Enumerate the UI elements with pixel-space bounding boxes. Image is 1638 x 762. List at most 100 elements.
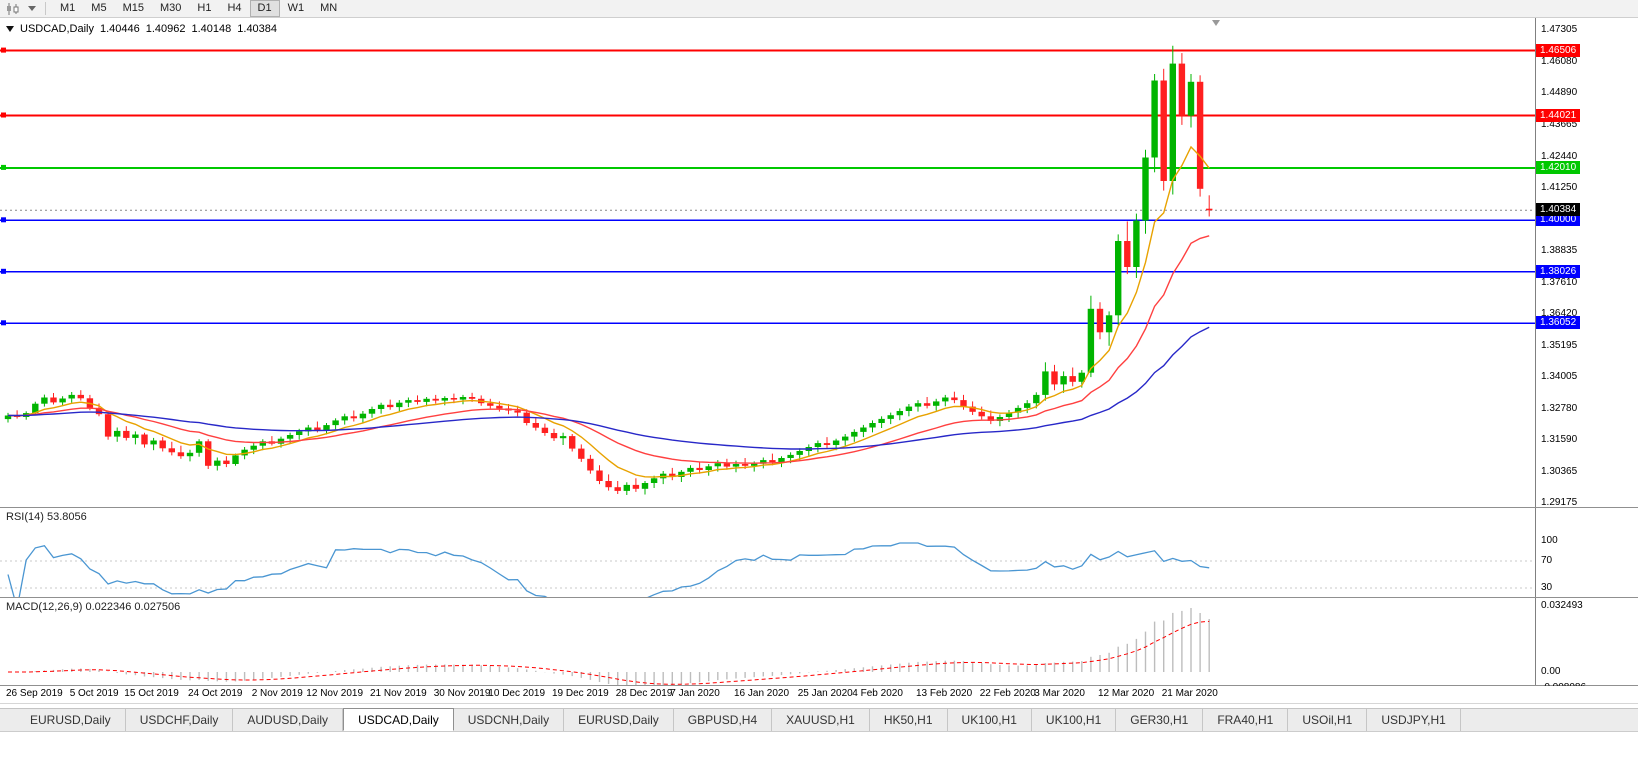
price-badge-1.40000: 1.40000: [1536, 213, 1581, 227]
timeframe-toolbar: M1 M5 M15 M30 H1 H4 D1 W1 MN: [0, 0, 1638, 18]
time-axis-label: 4 Feb 2020: [852, 688, 903, 699]
price-axis-label: 1.41250: [1541, 181, 1578, 193]
ma-8-line: [7, 145, 1210, 478]
price-axis-label: 1.37610: [1541, 276, 1578, 288]
time-axis-label: 24 Oct 2019: [188, 688, 243, 699]
chart-tab-uk100-h1[interactable]: UK100,H1: [1032, 709, 1117, 731]
rsi-chart[interactable]: RSI(14) 53.8056: [0, 508, 1535, 597]
price-axis-label: 1.35195: [1541, 339, 1578, 351]
level-line-1.46506[interactable]: [0, 47, 1535, 53]
timeframe-button-m1[interactable]: M1: [60, 2, 76, 14]
time-axis-label: 12 Nov 2019: [306, 688, 364, 699]
main-chart-panel: USDCAD,Daily 1.40446 1.40962 1.40148 1.4…: [0, 18, 1638, 508]
time-axis-label: 7 Jan 2020: [670, 688, 720, 699]
macd-axis-label: 0.00: [1541, 666, 1561, 677]
timeframe-button-m30[interactable]: M30: [159, 2, 182, 14]
timeframe-button-mn[interactable]: MN: [320, 2, 338, 14]
chart-tab-audusd-daily[interactable]: AUDUSD,Daily: [233, 709, 344, 731]
chart-tab-eurusd-daily[interactable]: EURUSD,Daily: [564, 709, 674, 731]
time-axis-label: 15 Oct 2019: [124, 688, 179, 699]
toolbar-separator: [45, 2, 46, 15]
chart-tab-hk50-h1[interactable]: HK50,H1: [870, 709, 948, 731]
rsi-panel: RSI(14) 53.8056 100 70 30: [0, 508, 1638, 598]
price-badge-1.44021: 1.44021: [1536, 108, 1581, 122]
rsi-axis[interactable]: 100 70 30: [1535, 508, 1638, 597]
chart-type-dropdown-caret-icon[interactable]: [24, 1, 39, 17]
rsi-axis-label: 30: [1541, 582, 1553, 593]
chart-tab-xauusd-h1[interactable]: XAUUSD,H1: [772, 709, 870, 731]
chart-tab-usdcad-daily[interactable]: USDCAD,Daily: [343, 708, 454, 731]
timeframe-button-w1[interactable]: W1: [287, 2, 305, 14]
time-axis-label: 5 Oct 2019: [69, 688, 119, 699]
ohlc-low: 1.40148: [191, 23, 232, 35]
chart-shift-marker-icon[interactable]: [1212, 20, 1220, 26]
rsi-label: RSI(14) 53.8056: [6, 511, 87, 523]
macd-chart-svg: [8, 608, 1210, 685]
chart-tab-fra40-h1[interactable]: FRA40,H1: [1203, 709, 1289, 731]
price-axis-label: 1.46080: [1541, 55, 1578, 67]
ma-21-line: [7, 235, 1210, 464]
price-axis-label: 1.44890: [1541, 86, 1578, 98]
time-axis-label: 30 Nov 2019: [433, 688, 491, 699]
timeframe-buttons: M1 M5 M15 M30 H1 H4 D1 W1 MN: [52, 0, 345, 17]
price-axis-label: 1.30365: [1541, 465, 1578, 477]
price-axis-label: 1.34005: [1541, 370, 1578, 382]
ma-55-line: [8, 326, 1210, 450]
level-line-1.42010[interactable]: [0, 164, 1535, 170]
price-axis-label: 1.32780: [1541, 402, 1578, 414]
price-axis-label: 1.31590: [1541, 433, 1578, 445]
chart-tab-uk100-h1[interactable]: UK100,H1: [948, 709, 1032, 731]
level-line-1.44021[interactable]: [0, 112, 1535, 118]
rsi-axis-label: 70: [1541, 555, 1553, 566]
timeframe-button-d1[interactable]: D1: [249, 0, 280, 17]
price-badge-1.36052: 1.36052: [1536, 316, 1581, 330]
timeframe-button-m5[interactable]: M5: [91, 2, 107, 14]
time-axis-label: 10 Dec 2019: [488, 688, 546, 699]
level-line-1.36052[interactable]: [0, 320, 1535, 326]
chart-tab-bar: EURUSD,Daily USDCHF,Daily AUDUSD,Daily USDC…: [0, 708, 1638, 732]
candles-layer: [4, 45, 1213, 495]
ohlc-high: 1.40962: [145, 23, 186, 35]
chart-header: USDCAD,Daily 1.40446 1.40962 1.40148 1.4…: [6, 23, 277, 35]
price-chart-svg: [0, 45, 1535, 495]
macd-panel: MACD(12,26,9) 0.022346 0.027506 0.032493…: [0, 598, 1638, 693]
price-axis-label: 1.38835: [1541, 244, 1578, 256]
chart-tab-usdjpy-h1[interactable]: USDJPY,H1: [1367, 709, 1461, 731]
time-axis-label: 12 Mar 2020: [1098, 688, 1155, 699]
price-badge-1.46506: 1.46506: [1536, 43, 1581, 57]
chart-tab-usoil-h1[interactable]: USOil,H1: [1288, 709, 1368, 731]
price-badge-1.42010: 1.42010: [1536, 160, 1581, 174]
timeframe-button-h1[interactable]: H1: [197, 2, 212, 14]
macd-signal-line: [8, 620, 1210, 685]
timeframe-button-m15[interactable]: M15: [122, 2, 144, 14]
time-axis-label: 22 Feb 2020: [979, 688, 1036, 699]
rsi-axis-label: 100: [1541, 534, 1558, 546]
price-axis[interactable]: 1.47305 1.46080 1.44890 1.43665 1.42440 1.412…: [1535, 18, 1638, 508]
chart-tab-eurusd-daily[interactable]: EURUSD,Daily: [16, 709, 126, 731]
rsi-line: [7, 542, 1210, 597]
symbol-caret-icon[interactable]: [6, 26, 14, 32]
time-axis-label: 19 Dec 2019: [552, 688, 609, 699]
ohlc-close: 1.40384: [237, 23, 278, 35]
chart-tab-ger30-h1[interactable]: GER30,H1: [1116, 709, 1204, 731]
price-axis-label: 1.47305: [1541, 23, 1578, 35]
ohlc-open: 1.40446: [99, 23, 140, 35]
price-axis-label: 1.36420: [1541, 307, 1578, 319]
time-axis[interactable]: 26 Sep 2019 5 Oct 2019 15 Oct 2019 24 Oct 2…: [0, 686, 1638, 704]
chart-type-icon[interactable]: [3, 1, 24, 17]
price-chart[interactable]: USDCAD,Daily 1.40446 1.40962 1.40148 1.4…: [0, 18, 1535, 507]
candlestick-chart-icon: [7, 2, 19, 15]
level-line-1.38026[interactable]: [0, 268, 1535, 274]
rsi-chart-svg: [0, 542, 1535, 597]
macd-chart[interactable]: MACD(12,26,9) 0.022346 0.027506: [0, 598, 1535, 685]
chart-tab-gbpusd-h4[interactable]: GBPUSD,H4: [674, 709, 773, 731]
chart-tab-usdcnh-daily[interactable]: USDCNH,Daily: [454, 709, 565, 731]
macd-axis-label: 0.032493: [1541, 600, 1583, 611]
macd-histogram: [16, 608, 1210, 685]
chart-tab-usdchf-daily[interactable]: USDCHF,Daily: [126, 709, 234, 731]
chart-symbol: USDCAD,Daily: [20, 23, 94, 35]
timeframe-button-h4[interactable]: H4: [227, 2, 242, 14]
price-badge-1.38026: 1.38026: [1536, 264, 1581, 278]
level-line-1.40000[interactable]: [0, 217, 1535, 223]
